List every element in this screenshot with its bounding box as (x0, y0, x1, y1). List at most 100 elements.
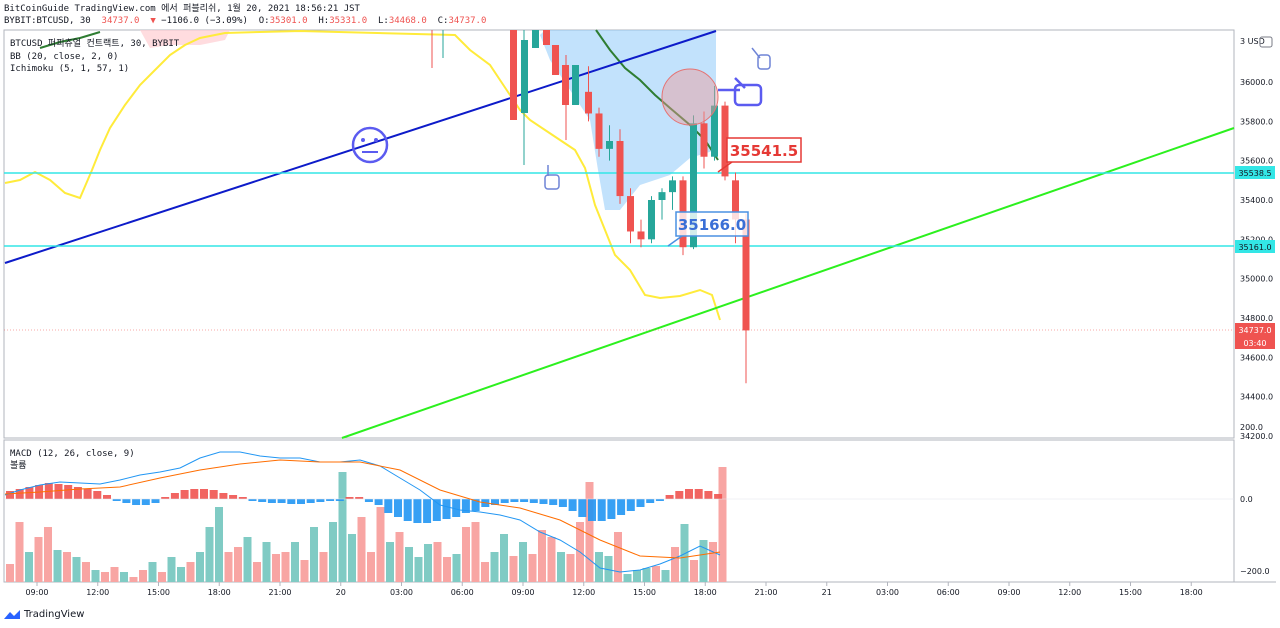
price-tick: 36000.0 (1240, 78, 1273, 87)
volume-bar (15, 522, 24, 582)
histogram-bar (93, 491, 102, 499)
time-tick-label: 15:00 (1119, 588, 1142, 597)
volume-bar (167, 557, 176, 582)
legend-volume: 볼륨 (10, 460, 27, 471)
macd-line (4, 451, 721, 573)
histogram-bar (655, 499, 664, 501)
callout-low[interactable]: 35166.0 (667, 211, 749, 247)
time-tick-label: 18:00 (208, 588, 231, 597)
price-change: −1106.0 (−3.09%) (161, 16, 248, 26)
time-tick-label: 12:00 (1058, 588, 1081, 597)
histogram-bar (219, 493, 228, 499)
last-price: 34737.0 (101, 16, 140, 26)
candle-top-4 (543, 30, 550, 45)
price-tick: 35400.0 (1240, 196, 1273, 205)
candle-top-3 (532, 30, 539, 48)
histogram-bar (151, 499, 160, 503)
trendline-blue[interactable] (4, 30, 717, 264)
histogram-bar (578, 499, 587, 517)
volume-bar (386, 542, 394, 582)
histogram-bar (403, 499, 412, 521)
histogram-bar (335, 499, 344, 501)
histogram-bar (510, 499, 519, 502)
volume-bar (500, 534, 508, 582)
candle-body (627, 196, 634, 232)
volume-bar (310, 527, 318, 582)
histogram-bar (267, 499, 276, 503)
histogram-bar (413, 499, 422, 523)
close-value: 34737.0 (448, 16, 487, 26)
macd-tick: −200.0 (1240, 567, 1270, 576)
time-tick-label: 09:00 (997, 588, 1020, 597)
volume-bar (443, 557, 451, 582)
volume-bar (196, 552, 204, 582)
volume-bar (291, 542, 299, 582)
callout-high[interactable]: 35541.5 (717, 137, 802, 173)
low-value: 34468.0 (388, 16, 427, 26)
ichimoku-lead-line (595, 29, 719, 161)
price-tick: 35800.0 (1240, 117, 1273, 126)
candle-top-7 (572, 65, 579, 105)
volume-bar (699, 540, 708, 582)
volume-bar (329, 522, 337, 582)
pointing-hand-large-icon[interactable] (718, 77, 763, 107)
volume-bar (528, 554, 537, 582)
pointing-hand-down-icon[interactable] (544, 165, 560, 190)
highlight-circle[interactable] (661, 68, 719, 126)
histogram-bar (209, 490, 218, 499)
price-axis-top: 3 USD (1240, 37, 1265, 46)
volume-bar (234, 547, 242, 582)
volume-bar (262, 542, 271, 582)
histogram-bar (704, 491, 713, 499)
price-axis[interactable]: 36000.0 35800.0 35600.0 35400.0 35200.0 35000… (1240, 78, 1273, 441)
histogram-bar (607, 499, 616, 519)
macd-axis: 200.00.0−200.0−400.0 (1240, 423, 1270, 576)
histogram-bar (491, 499, 499, 505)
volume-bar (34, 537, 43, 582)
volume-bar (547, 537, 556, 582)
volume-bar (661, 570, 670, 582)
histogram-bar (103, 495, 111, 499)
candle-top-2 (521, 40, 528, 113)
histogram-bar (200, 489, 208, 499)
macd-tick: 0.0 (1240, 495, 1253, 504)
histogram-bar (258, 499, 267, 502)
histogram-bar (500, 499, 509, 503)
candles-top-fragment (431, 30, 579, 165)
histogram-bar (141, 499, 150, 505)
time-axis[interactable]: 09:00 12:00 15:00 18:00 21:00 20 03:00 06:00 09:… (25, 582, 1203, 597)
histogram-bar (190, 489, 199, 499)
neutral-face-icon[interactable] (351, 126, 389, 164)
candle-body (700, 123, 708, 157)
volume-bar (25, 552, 33, 582)
volume-bar (623, 574, 632, 582)
price-tick: 34400.0 (1240, 393, 1273, 402)
time-tick-label: 06:00 (451, 588, 474, 597)
tradingview-logo-icon (4, 610, 20, 619)
histogram-bar (355, 497, 364, 499)
pointing-hand-small-icon[interactable] (751, 47, 771, 70)
volume-bar (253, 562, 261, 582)
volume-bars (6, 467, 727, 582)
histogram-bar (675, 491, 684, 499)
volume-bar (414, 557, 423, 582)
open-value: 35301.0 (269, 16, 308, 26)
axis-settings-icon[interactable] (1259, 36, 1273, 48)
time-tick-label: 06:00 (937, 588, 960, 597)
volume-bar (604, 556, 613, 582)
time-tick-label: 03:00 (876, 588, 899, 597)
price-tick: 35600.0 (1240, 157, 1273, 166)
ichimoku-lead-line-left (39, 31, 101, 49)
price-tick: 34200.0 (1240, 432, 1273, 441)
histogram-bar (132, 499, 141, 505)
volume-bar (585, 482, 594, 582)
histogram-bar (558, 499, 567, 507)
volume-bar (509, 556, 518, 582)
volume-bar (395, 532, 404, 582)
histogram-bar (73, 487, 82, 499)
trendline-green[interactable] (341, 127, 1235, 439)
volume-bar (538, 530, 546, 582)
volume-bar (566, 554, 575, 582)
publish-line: BitCoinGuide TradingView.com 에서 퍼블리쉬, 1월… (4, 4, 360, 14)
